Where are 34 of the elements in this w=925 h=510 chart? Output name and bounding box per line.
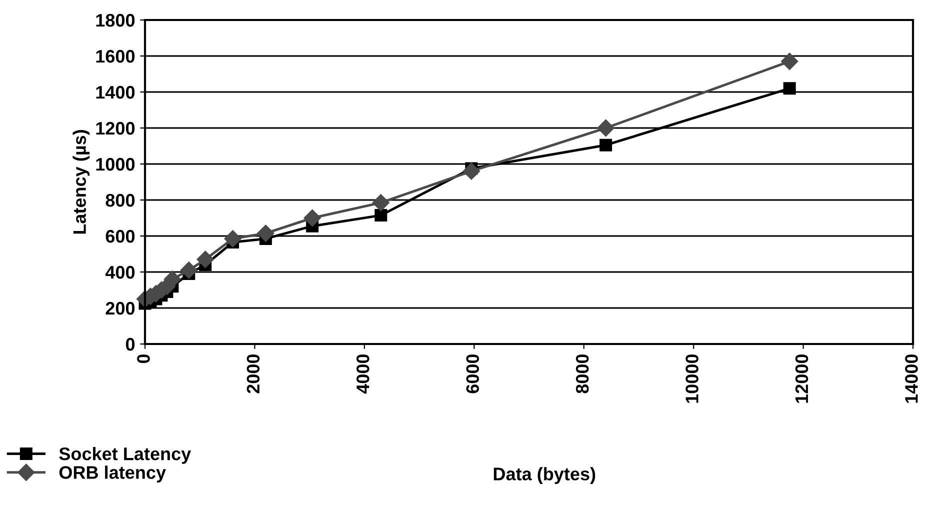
point xyxy=(257,224,274,242)
point xyxy=(600,138,612,152)
y-tick-label: 1800 xyxy=(96,14,135,27)
x-axis-title: Data (bytes) xyxy=(494,467,596,484)
y-tick-label: 1600 xyxy=(96,50,135,63)
y-tick-label: 400 xyxy=(105,266,135,279)
point xyxy=(462,162,480,180)
x-tick-label: 10000 xyxy=(686,354,698,403)
x-tick-label: 12000 xyxy=(795,354,808,403)
point xyxy=(224,230,242,248)
x-tick-label: 4000 xyxy=(356,354,370,394)
x-tick-label: 8000 xyxy=(576,354,589,394)
y-tick-label: 800 xyxy=(106,194,135,207)
point xyxy=(597,119,614,137)
y-axis-title: Latency (µs) xyxy=(72,130,90,234)
y-tick-label: 1400 xyxy=(96,86,135,99)
legend-label: Socket Latency xyxy=(59,446,192,464)
y-tick-label: 600 xyxy=(106,230,135,243)
x-tick-label: 0 xyxy=(137,354,150,364)
x-tick-label: 2000 xyxy=(246,354,260,394)
x-tick-label: 14000 xyxy=(905,354,918,403)
y-tick-label: 1000 xyxy=(96,158,135,171)
point xyxy=(372,194,390,212)
point xyxy=(180,262,198,279)
x-tick-label: 6000 xyxy=(466,354,479,394)
y-tick-label: 200 xyxy=(106,302,135,315)
y-tick-label: 1200 xyxy=(96,122,135,135)
point xyxy=(374,209,388,222)
point xyxy=(196,250,214,268)
point xyxy=(781,52,798,70)
point xyxy=(304,209,321,227)
legend-label: ORB latency xyxy=(59,466,166,482)
y-tick-label: 0 xyxy=(126,338,135,351)
point xyxy=(783,82,796,95)
